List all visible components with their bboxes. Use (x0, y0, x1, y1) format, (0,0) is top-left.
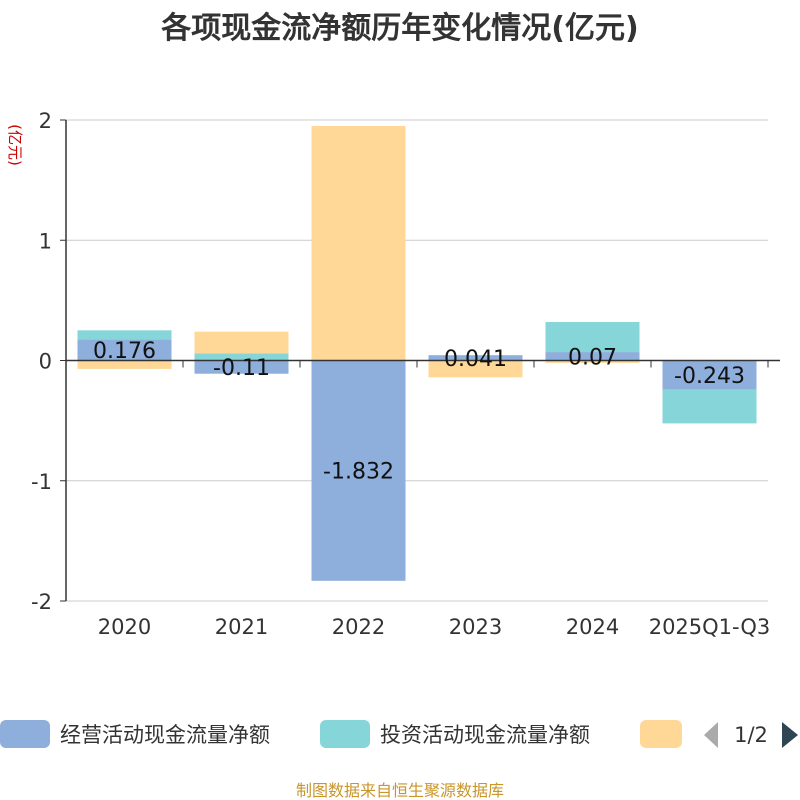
data-label: 0.041 (444, 347, 507, 372)
data-labels: 0.176 -0.11 -1.832 0.041 0.07 -0.243 (93, 339, 745, 485)
x-tick-label: 2024 (566, 615, 619, 639)
y-tick-label: 2 (39, 109, 52, 133)
x-tick-label: 2021 (215, 615, 268, 639)
x-tick-label: 2023 (449, 615, 502, 639)
y-tick-label: -2 (31, 590, 52, 614)
data-label: 0.176 (93, 339, 156, 364)
bar-segment-2 (77, 330, 172, 340)
legend-swatch[interactable] (0, 720, 50, 748)
y-tick-label: -1 (31, 470, 52, 494)
bar-segment-3 (77, 360, 172, 369)
legend-label[interactable]: 投资活动现金流量净额 (380, 723, 590, 747)
bar-segment-1 (311, 360, 406, 581)
bar-segment-1 (662, 360, 757, 390)
bar-segment-3 (194, 331, 289, 354)
bar-segment-3 (428, 360, 523, 378)
source-note: 制图数据来自恒生聚源数据库 (296, 781, 504, 800)
data-label: -0.11 (213, 356, 270, 381)
x-tick-label: 2025Q1-Q3 (649, 615, 771, 639)
bar-segment-1 (428, 355, 523, 361)
data-label: -0.243 (674, 364, 745, 389)
legend-page-indicator: 1/2 (734, 723, 768, 747)
bars (77, 126, 757, 581)
bar-segment-1 (77, 339, 172, 361)
y-axis-unit: (亿元) (6, 124, 24, 166)
legend-swatch[interactable] (320, 720, 370, 748)
bar-segment-1 (545, 352, 640, 361)
legend: 经营活动现金流量净额 投资活动现金流量净额 1/2 (0, 720, 798, 748)
bar-segment-3 (311, 126, 406, 361)
bar-segment-2 (662, 389, 757, 424)
bar-segment-3 (545, 360, 640, 363)
bar-segment-1 (194, 360, 289, 374)
bar-segment-2 (194, 353, 289, 361)
y-tick-label: 0 (39, 350, 52, 374)
legend-swatch[interactable] (640, 720, 682, 748)
x-tick-label: 2020 (98, 615, 151, 639)
gridlines (66, 119, 768, 602)
bar-segment-2 (428, 354, 523, 356)
chart-title: 各项现金流净额历年变化情况(亿元) (160, 11, 638, 46)
legend-next-icon[interactable] (782, 722, 798, 748)
legend-prev-icon[interactable] (704, 722, 718, 748)
legend-label[interactable]: 经营活动现金流量净额 (60, 723, 270, 747)
x-tick-label: 2022 (332, 615, 385, 639)
y-tick-label: 1 (39, 229, 52, 253)
axes: 2 1 0 -1 -2 2020 2021 2022 2023 2024 2025Q1-Q3 (31, 109, 780, 639)
data-label: -1.832 (323, 460, 394, 485)
data-label: 0.07 (568, 345, 617, 370)
bar-segment-2 (545, 322, 640, 353)
